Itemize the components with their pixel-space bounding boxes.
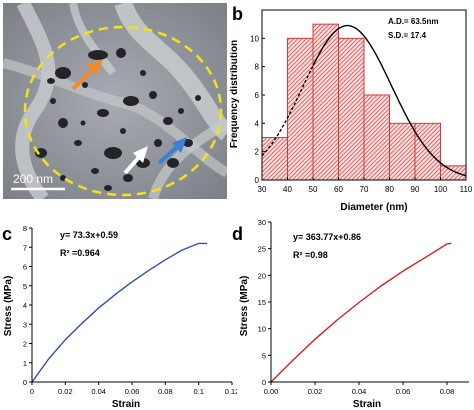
x-tick-label: 0.04 [352, 387, 367, 396]
x-tick-label: 0.06 [125, 387, 140, 396]
x-tick-label: 30 [258, 185, 267, 194]
histogram-bar [389, 122, 416, 181]
chart-c-r2: R² =0.964 [60, 248, 100, 258]
y-tick-label: 1 [23, 359, 27, 368]
histogram-bar [312, 23, 339, 181]
x-tick-label: 70 [360, 185, 369, 194]
normal-fit-curve [312, 24, 467, 177]
histogram-bar [363, 94, 390, 181]
x-tick-label: 0.02 [308, 387, 323, 396]
stress-strain-line [31, 242, 207, 383]
y-tick-label: 5 [262, 351, 266, 360]
x-tick-label: 0.06 [396, 387, 411, 396]
white-arrow [123, 146, 148, 175]
x-tick-label: 0.02 [58, 387, 73, 396]
y-tick-label: 3 [23, 320, 27, 329]
panel-b-letter: b [232, 4, 243, 24]
chart-b-ylabel: Frequency distribution [230, 40, 240, 148]
y-tick-label: 2 [23, 340, 27, 349]
chart-b-xlabel: Diameter (nm) [340, 202, 407, 213]
chart-b: 30 40 50 60 70 80 90 100 110 0 2 4 6 8 10 Diameter (nm… [230, 9, 473, 213]
x-tick-label: 0.08 [158, 387, 173, 396]
x-tick-label: 60 [334, 185, 343, 194]
orange-arrow [71, 59, 103, 91]
chart-b-annotation-ad: A.D.= 63.5nm [388, 17, 438, 26]
y-tick-label: 4 [255, 119, 260, 128]
y-tick-label: 5 [23, 282, 27, 291]
x-tick-label: 0.04 [91, 387, 106, 396]
y-tick-label: 8 [255, 63, 260, 72]
y-tick-label: 10 [258, 325, 266, 334]
y-tick-label: 7 [23, 243, 27, 252]
x-tick-label: 40 [283, 185, 292, 194]
histogram-bar [261, 137, 288, 181]
x-tick-label: 0.1 [193, 387, 203, 396]
chart-d-equation: y= 363.77x+0.86 [293, 232, 361, 242]
highlight-circle [23, 25, 223, 197]
y-tick-label: 0 [23, 378, 27, 387]
stress-strain-line [270, 242, 452, 383]
chart-d-r2: R² =0.98 [293, 250, 328, 260]
x-tick-label: 110 [460, 185, 473, 194]
y-tick-label: 15 [258, 298, 266, 307]
x-tick-label: 0.12 [225, 387, 237, 396]
y-tick-label: 0 [255, 176, 260, 185]
x-tick-label: 0 [30, 387, 34, 396]
chart-c-ylabel: Stress (MPa) [3, 276, 14, 337]
y-tick-label: 20 [258, 271, 266, 280]
chart-c: 0 0.02 0.04 0.06 0.08 0.1 0.12 0 1 2 3 4 5 6 7 8 Strain… [3, 224, 237, 410]
y-tick-label: 8 [23, 224, 27, 233]
chart-d-ylabel: Stress (MPa) [239, 276, 250, 337]
y-tick-label: 30 [258, 218, 266, 227]
y-tick-label: 4 [23, 301, 27, 310]
histogram-bar [440, 165, 467, 181]
histogram-bar [338, 37, 365, 181]
chart-b-annotation-sd: S.D.= 17.4 [388, 31, 427, 40]
y-tick-label: 6 [255, 91, 260, 100]
normal-fit-curve-dashed [261, 65, 314, 157]
panel-d-letter: d [232, 224, 243, 244]
blue-arrow [157, 137, 187, 165]
scale-bar-label: 200 nm [13, 172, 53, 186]
x-tick-label: 50 [309, 185, 318, 194]
y-tick-label: 6 [23, 263, 27, 272]
chart-c-xlabel: Strain [112, 399, 140, 410]
histogram-bar [414, 122, 441, 181]
x-tick-label: 80 [385, 185, 394, 194]
x-tick-label: 0.00 [264, 387, 279, 396]
y-tick-label: 10 [250, 34, 259, 43]
x-tick-label: 100 [434, 185, 448, 194]
y-tick-label: 2 [255, 148, 260, 157]
y-tick-label: 0 [262, 378, 266, 387]
panel-c-letter: c [2, 224, 13, 244]
tem-image: 200 nm [3, 3, 227, 199]
scale-bar: 200 nm [11, 172, 65, 191]
x-tick-label: 0.08 [440, 387, 455, 396]
y-tick-label: 25 [258, 245, 266, 254]
chart-d-xlabel: Strain [353, 399, 381, 410]
tem-micrograph: 200 nm [3, 3, 227, 199]
chart-c-equation: y= 73.3x+0.59 [60, 230, 118, 240]
x-tick-label: 90 [411, 185, 420, 194]
